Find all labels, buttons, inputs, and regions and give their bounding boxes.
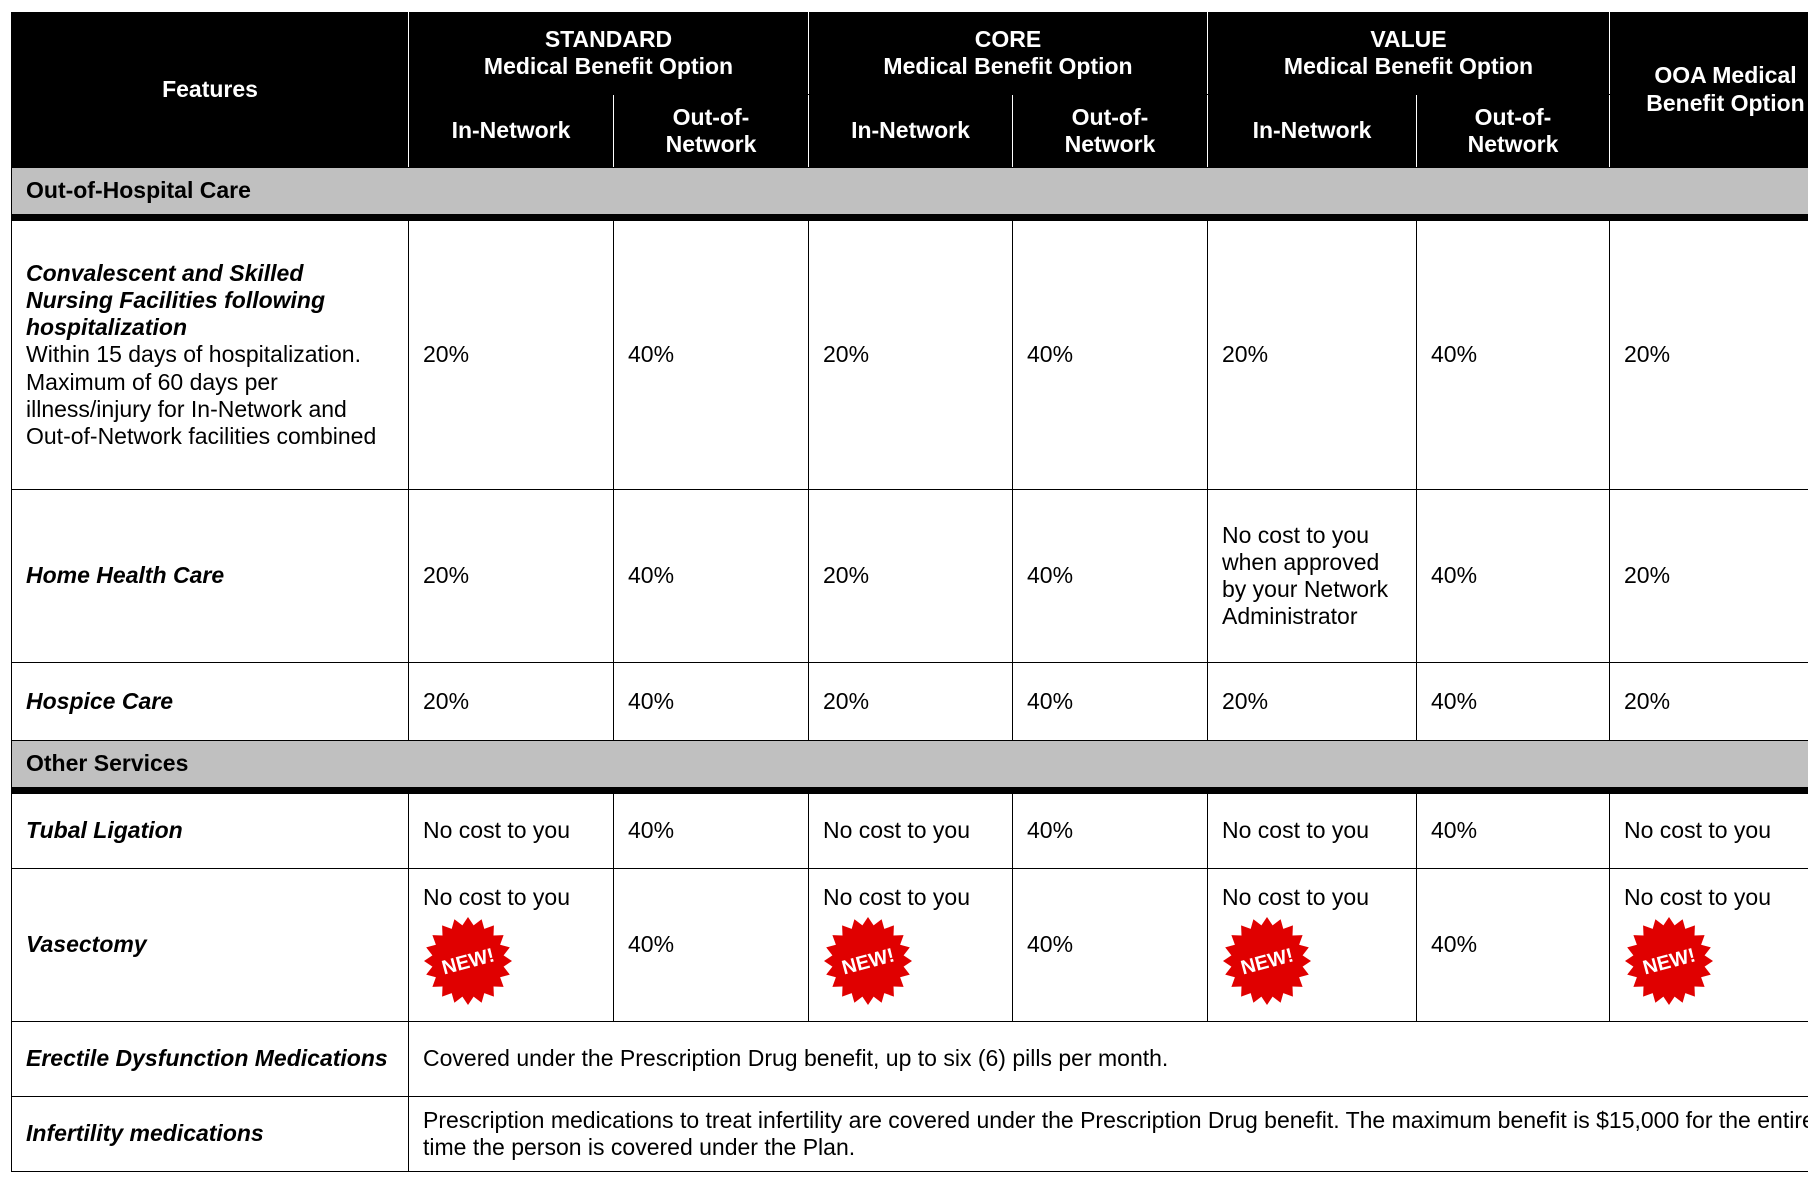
group-header: CORE Medical Benefit Option	[808, 11, 1208, 95]
benefit-row: Tubal Ligation No cost to you 40% No cost t…	[11, 790, 1808, 869]
value-cell: 40%	[1416, 662, 1610, 741]
benefits-table: Features STANDARD Medical Benefit Option CO…	[11, 11, 1808, 1172]
value-cell: 20%	[1207, 217, 1417, 490]
column-header: In-Network	[408, 94, 614, 168]
column-header: Out-of-Network	[1012, 94, 1208, 168]
feature-cell: Tubal Ligation	[11, 790, 409, 869]
value-text: 40%	[628, 931, 675, 958]
feature-cell: Vasectomy	[11, 868, 409, 1022]
starburst	[1223, 916, 1311, 1005]
new-badge: NEW!	[424, 916, 512, 1005]
feature-name: Convalescent and Skilled Nursing Facilit…	[26, 260, 326, 341]
section-row: Other Services	[11, 740, 1808, 794]
feature-name: Infertility medications	[26, 1120, 264, 1147]
value-cell: 20%	[1609, 217, 1808, 490]
value-cell: 20%	[808, 489, 1013, 663]
value-cell: No cost to you NEW!	[808, 868, 1013, 1022]
column-header: In-Network	[1207, 94, 1417, 168]
value-cell: 40%	[1416, 790, 1610, 869]
value-cell: 20%	[408, 662, 614, 741]
ooa-header: OOA Medical Benefit Option	[1609, 11, 1808, 168]
value-cell: No cost to you	[808, 790, 1013, 869]
feature-cell: Hospice Care	[11, 662, 409, 741]
group-sub: Medical Benefit Option	[883, 53, 1133, 79]
new-badge: NEW!	[1625, 916, 1713, 1005]
group-name: VALUE	[1370, 25, 1447, 52]
feature-name: Erectile Dysfunction Medications	[26, 1045, 388, 1072]
group-header: STANDARD Medical Benefit Option	[408, 11, 809, 95]
value-cell: No cost to you NEW!	[1609, 868, 1808, 1022]
starburst	[1625, 916, 1713, 1005]
new-badge: NEW!	[824, 916, 912, 1005]
value-cell: 20%	[808, 217, 1013, 490]
new-badge: NEW!	[1223, 916, 1311, 1005]
group-sub: Medical Benefit Option	[1283, 53, 1534, 79]
value-text: 40%	[1027, 931, 1074, 958]
feature-name: Vasectomy	[26, 931, 147, 958]
value-cell: No cost to you	[1207, 790, 1417, 869]
section-row: Out-of-Hospital Care	[11, 167, 1808, 221]
value-cell: No cost to you	[408, 790, 614, 869]
column-header: Out-of-Network	[1416, 94, 1610, 168]
feature-name: Tubal Ligation	[26, 817, 183, 844]
benefit-row: Erectile Dysfunction Medications Covered …	[11, 1021, 1808, 1097]
value-cell: 40%	[1012, 790, 1208, 869]
value-cell: 20%	[408, 489, 614, 663]
feature-cell: Home Health Care	[11, 489, 409, 663]
value-cell: 40%	[613, 868, 809, 1022]
value-cell: 40%	[1416, 868, 1610, 1022]
value-cell: 40%	[1012, 662, 1208, 741]
span-cell: Prescription medications to treat infert…	[408, 1096, 1808, 1172]
value-cell: No cost to you	[1609, 790, 1808, 869]
value-cell: 40%	[613, 790, 809, 869]
value-text: No cost to you	[1222, 884, 1370, 911]
value-cell: 40%	[1416, 217, 1610, 490]
value-cell: 40%	[613, 489, 809, 663]
group-header: VALUE Medical Benefit Option	[1207, 11, 1610, 95]
value-text: 40%	[1431, 931, 1478, 958]
value-cell: 20%	[1609, 662, 1808, 741]
value-cell: 40%	[1416, 489, 1610, 663]
feature-name: Home Health Care	[26, 562, 225, 589]
group-name: STANDARD	[544, 25, 673, 52]
column-header: Out-of-Network	[613, 94, 809, 168]
value-cell: 40%	[613, 217, 809, 490]
value-cell: 40%	[1012, 489, 1208, 663]
benefits-table-container: Features STANDARD Medical Benefit Option CO…	[11, 11, 1808, 1182]
value-cell: 40%	[1012, 868, 1208, 1022]
header-row: In-Network Out-of-Network In-Network Out-of…	[12, 94, 1808, 168]
value-text: No cost to you	[823, 884, 971, 911]
value-cell: No cost to you NEW!	[1207, 868, 1417, 1022]
starburst	[424, 916, 512, 1005]
benefit-row: Infertility medications Prescription medi…	[11, 1096, 1808, 1172]
value-cell: 40%	[613, 662, 809, 741]
value-cell: 20%	[1207, 662, 1417, 741]
starburst	[824, 916, 912, 1005]
group-name: CORE	[974, 25, 1042, 52]
feature-cell: Infertility medications	[11, 1096, 409, 1172]
benefit-row: Hospice Care 20% 40% 20% 40% 20% 40% 20%	[11, 662, 1808, 741]
value-text: No cost to you	[1624, 884, 1772, 911]
column-header: In-Network	[808, 94, 1013, 168]
feature-name: Hospice Care	[26, 687, 174, 714]
benefit-row: Home Health Care 20% 40% 20% 40% No cost to y…	[11, 489, 1808, 663]
benefit-row: Convalescent and Skilled Nursing Facilit…	[11, 217, 1808, 490]
benefit-row: Vasectomy No cost to you NEW! 40% No cost to…	[11, 868, 1808, 1022]
value-text: No cost to you	[423, 884, 571, 911]
value-cell: 20%	[808, 662, 1013, 741]
value-cell: 20%	[1609, 489, 1808, 663]
value-cell: 20%	[408, 217, 614, 490]
feature-note: Within 15 days of hospitalization. Maxim…	[26, 341, 377, 449]
value-cell: 40%	[1012, 217, 1208, 490]
feature-cell: Convalescent and Skilled Nursing Facilit…	[11, 217, 409, 490]
feature-cell: Erectile Dysfunction Medications	[11, 1021, 409, 1097]
section-title: Out-of-Hospital Care	[11, 167, 1808, 221]
value-cell: No cost to you when approved by your Net…	[1207, 489, 1417, 663]
header-row: Features STANDARD Medical Benefit Option CO…	[11, 11, 1808, 168]
group-sub: Medical Benefit Option	[483, 53, 734, 79]
span-cell: Covered under the Prescription Drug bene…	[408, 1021, 1808, 1097]
section-title: Other Services	[11, 740, 1808, 794]
value-cell: No cost to you NEW!	[408, 868, 614, 1022]
features-header: Features	[11, 11, 409, 168]
